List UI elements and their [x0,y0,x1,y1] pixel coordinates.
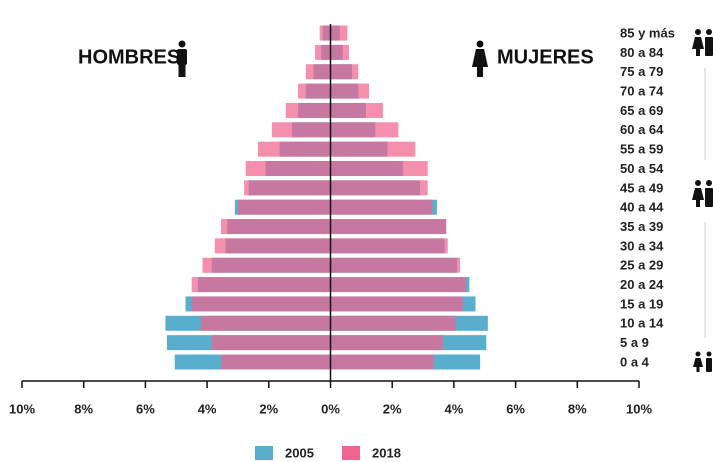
bar-women [330,83,370,99]
x-tick-label: 6% [506,401,525,416]
left-label: HOMBRES [78,46,180,68]
bar-men [220,219,331,235]
bar-women [330,315,456,331]
x-tick-label: 4% [198,401,217,416]
age-label: 15 a 19 [620,296,663,311]
x-tick-label: 10% [626,401,652,416]
age-label: 5 a 9 [620,335,649,350]
age-label: 70 a 74 [620,84,664,99]
bar-men [214,238,331,254]
age-label: 25 a 29 [620,258,663,273]
bar-men [220,354,331,370]
bar-men [258,141,331,157]
right-label: MUJERES [497,46,594,68]
x-tick-label: 10% [9,401,35,416]
bar-men [245,161,331,176]
age-label: 30 a 34 [620,238,664,253]
age-label: 75 a 79 [620,64,663,79]
bar-women [330,122,399,138]
age-label: 85 y más [620,25,675,40]
age-label: 40 a 44 [620,200,664,215]
age-label: 35 a 39 [620,219,663,234]
age-label: 80 a 84 [620,45,664,60]
bar-women [330,296,464,312]
bar-women [330,161,428,176]
age-label: 55 a 59 [620,142,663,157]
bar-men [191,277,331,293]
bar-women [330,335,444,351]
age-label: 50 a 54 [620,161,664,176]
bar-men [237,199,331,215]
bar-women [330,277,467,293]
age-label: 45 a 49 [620,180,663,195]
bar-men [200,315,331,331]
bar-women [330,180,428,196]
bar-men [319,25,331,41]
x-tick-label: 8% [568,401,587,416]
age-label: 10 a 14 [620,316,664,331]
bar-men [244,180,331,196]
bar-women [330,44,350,60]
bar-men [202,257,331,273]
bar-men [315,44,331,60]
woman-icon [472,40,488,77]
couple-icons [692,29,713,372]
bar-women [330,25,348,41]
age-label: 0 a 4 [620,354,650,369]
x-tick-label: 2% [259,401,278,416]
legend-label: 2018 [372,445,401,460]
x-tick-label: 0% [321,401,340,416]
age-label: 65 a 69 [620,103,663,118]
bar-men [211,335,331,351]
bar-men [298,83,331,99]
bar-women [330,141,416,157]
man-icon [177,40,187,77]
x-tick-label: 6% [136,401,155,416]
x-tick-label: 4% [445,401,464,416]
age-label: 60 a 64 [620,122,664,137]
bar-men [191,296,331,312]
bar-women [330,257,461,273]
bar-women [330,219,447,235]
x-tick-label: 8% [74,401,93,416]
x-tick-label: 2% [383,401,402,416]
bar-women [330,238,448,254]
bar-women [330,199,433,215]
legend-swatch [255,446,273,460]
bar-men [271,122,331,138]
bar-men [285,102,331,118]
bar-women [330,354,434,370]
legend-label: 2005 [285,445,314,460]
age-label: 20 a 24 [620,277,664,292]
bar-women [330,102,383,118]
bar-women [330,64,359,80]
bar-men [305,64,331,80]
legend-swatch [342,446,360,460]
